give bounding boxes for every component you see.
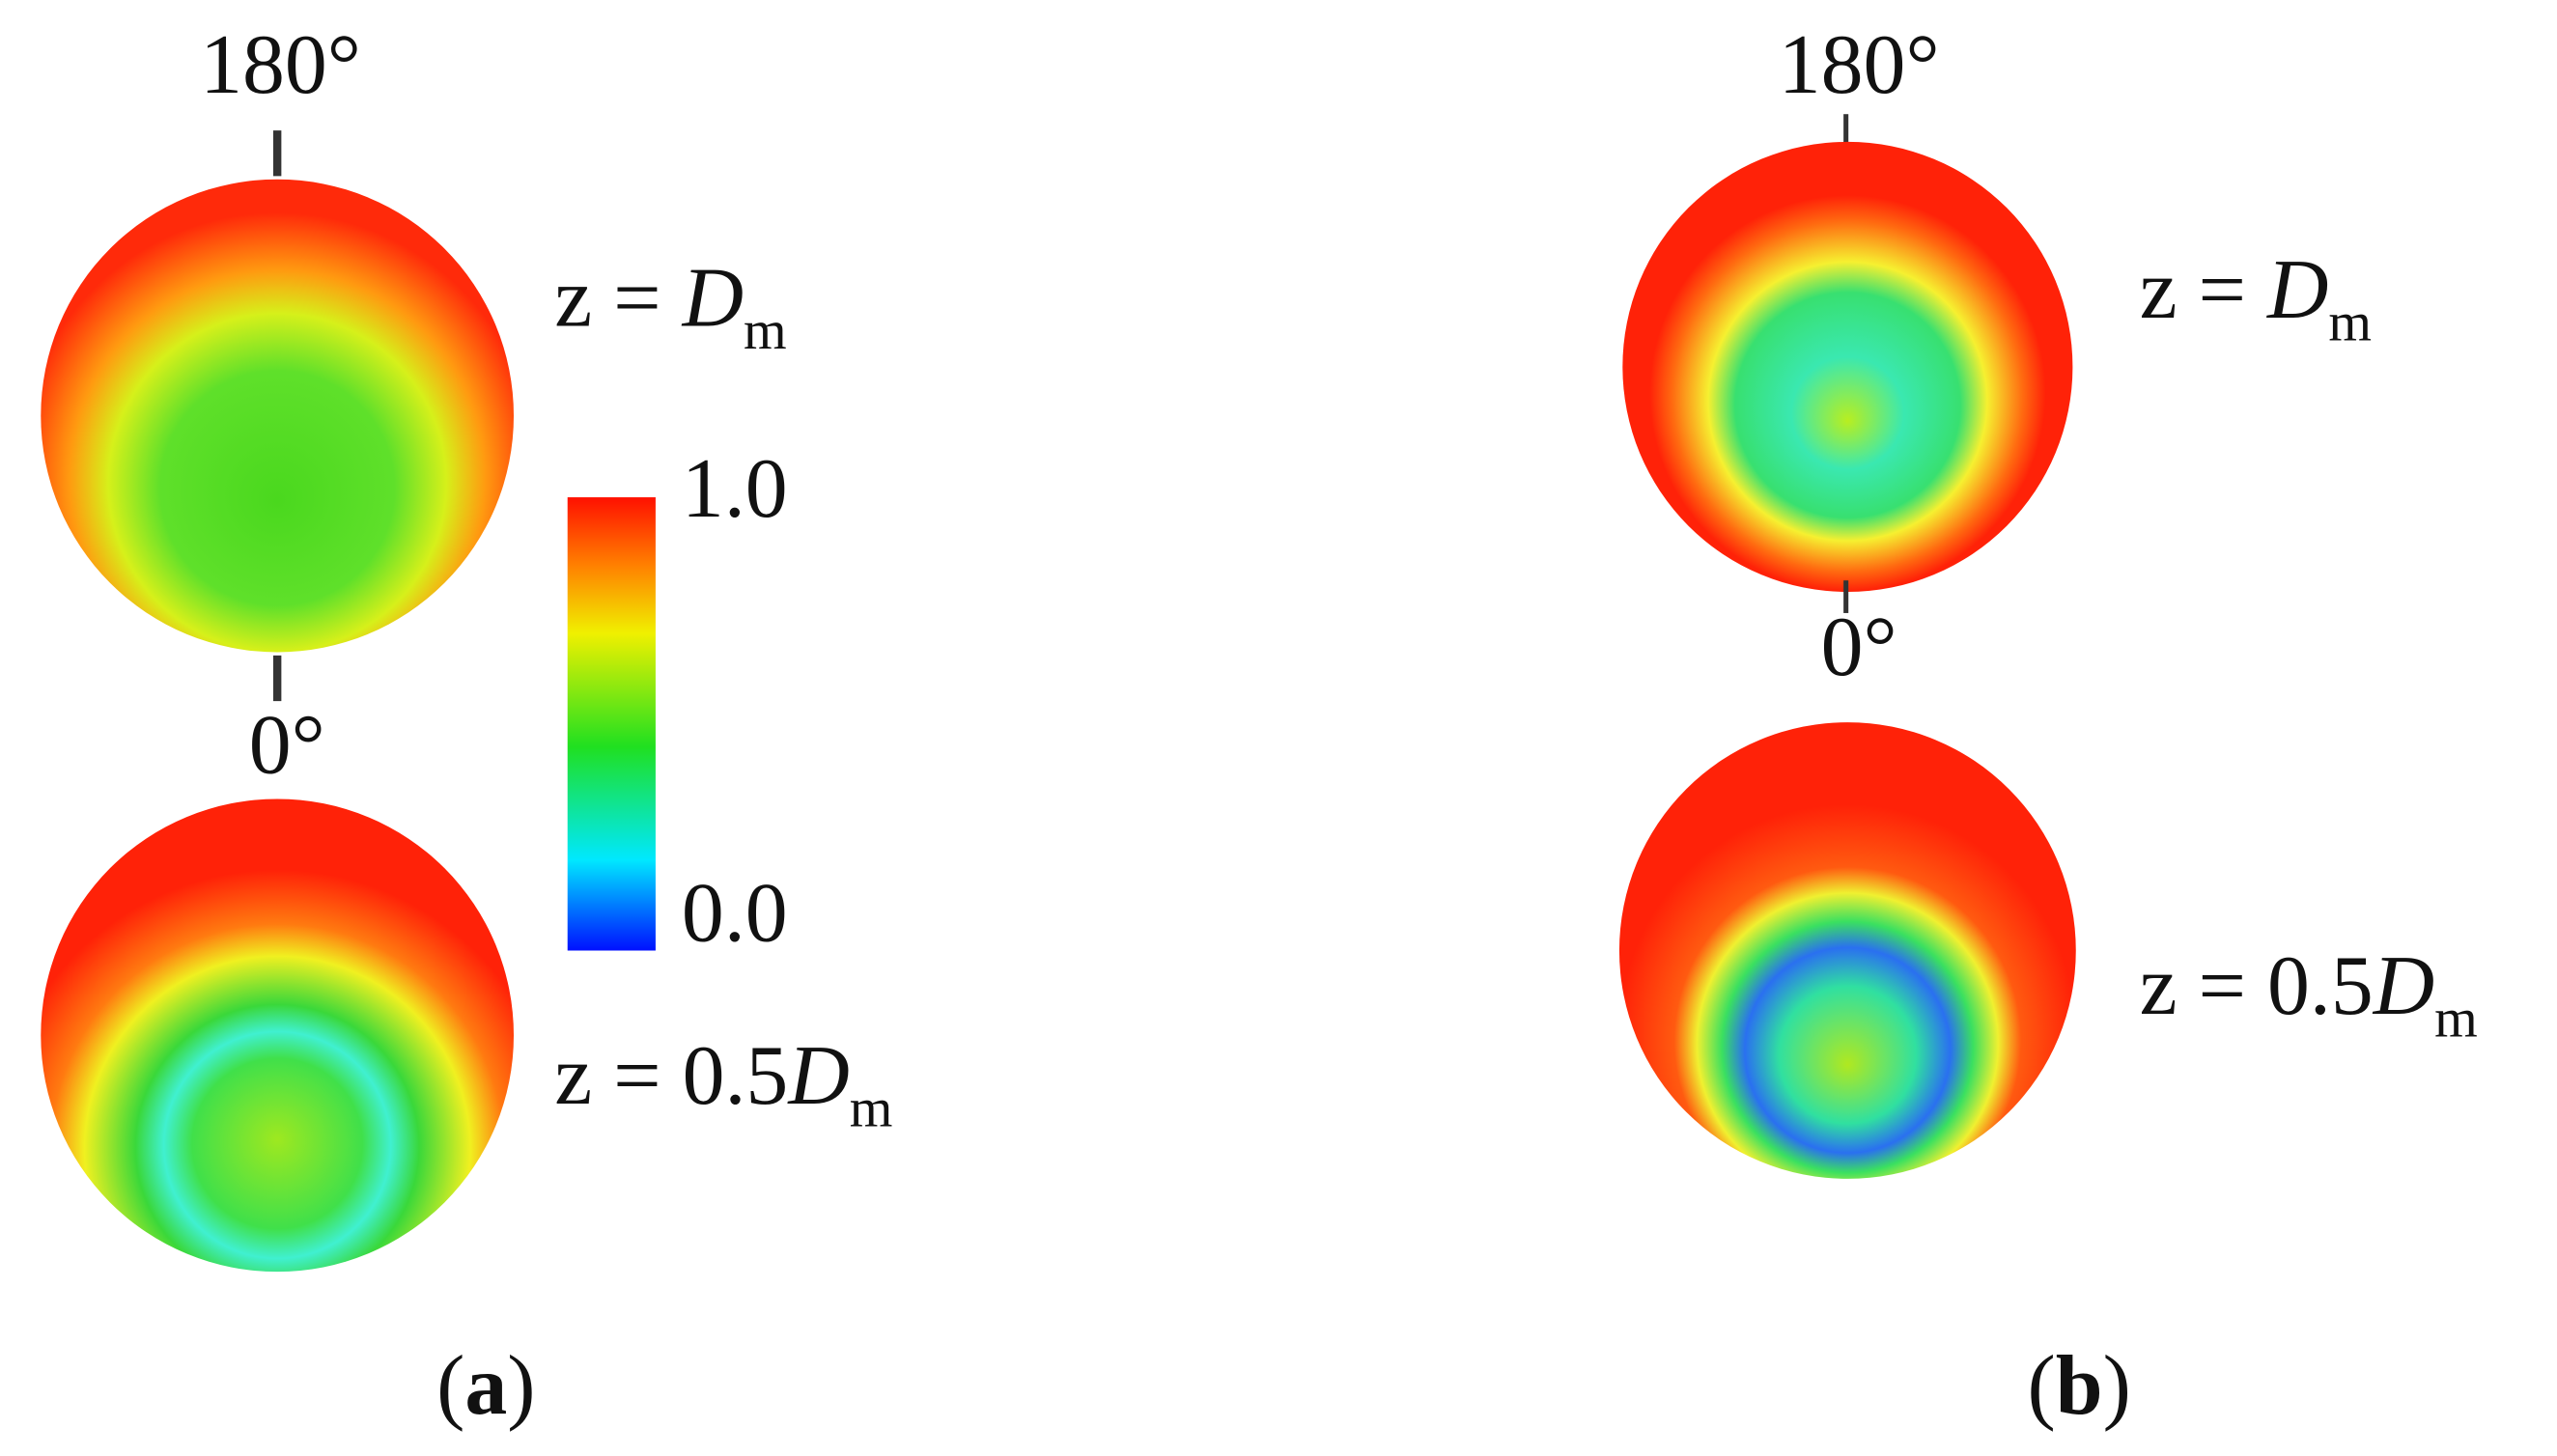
contour-plot	[41, 798, 515, 1273]
label-subscript: m	[744, 300, 787, 361]
colorbar	[567, 497, 656, 951]
contour-plot	[41, 179, 515, 653]
panel-caption: (a)	[436, 1338, 535, 1432]
label-subscript: m	[2434, 989, 2478, 1050]
colorbar-label: 1.0	[682, 441, 788, 535]
angle-label: 0°	[1821, 600, 1897, 693]
label-symbol: D	[2266, 242, 2328, 336]
caption-paren: )	[2103, 1338, 2131, 1432]
section-label: z = 0.5Dm	[554, 1028, 892, 1138]
angle-label: 180°	[200, 17, 361, 111]
label-prefix: z =	[554, 251, 682, 345]
caption-paren: )	[507, 1338, 535, 1432]
caption-paren: (	[436, 1338, 464, 1432]
label-subscript: m	[2328, 293, 2372, 353]
label-prefix: z = 0.5	[2140, 938, 2374, 1032]
angle-label: 180°	[1779, 17, 1940, 111]
section-label: z = Dm	[554, 251, 786, 361]
colorbar-label: 0.0	[682, 865, 788, 959]
caption-paren: (	[2027, 1338, 2055, 1432]
label-symbol: D	[787, 1028, 849, 1122]
contour-plot	[1618, 722, 2076, 1179]
contour-plot	[1622, 141, 2073, 592]
label-prefix: z = 0.5	[554, 1028, 788, 1122]
label-subscript: m	[850, 1078, 893, 1139]
label-prefix: z =	[2140, 242, 2267, 336]
angle-label: 0°	[249, 697, 325, 791]
label-symbol: D	[2373, 938, 2434, 1032]
section-label: z = Dm	[2140, 242, 2372, 352]
caption-letter: a	[464, 1338, 507, 1432]
section-label: z = 0.5Dm	[2140, 938, 2478, 1049]
caption-letter: b	[2056, 1338, 2103, 1432]
panel-caption: (b)	[2027, 1338, 2130, 1432]
label-symbol: D	[682, 251, 744, 345]
